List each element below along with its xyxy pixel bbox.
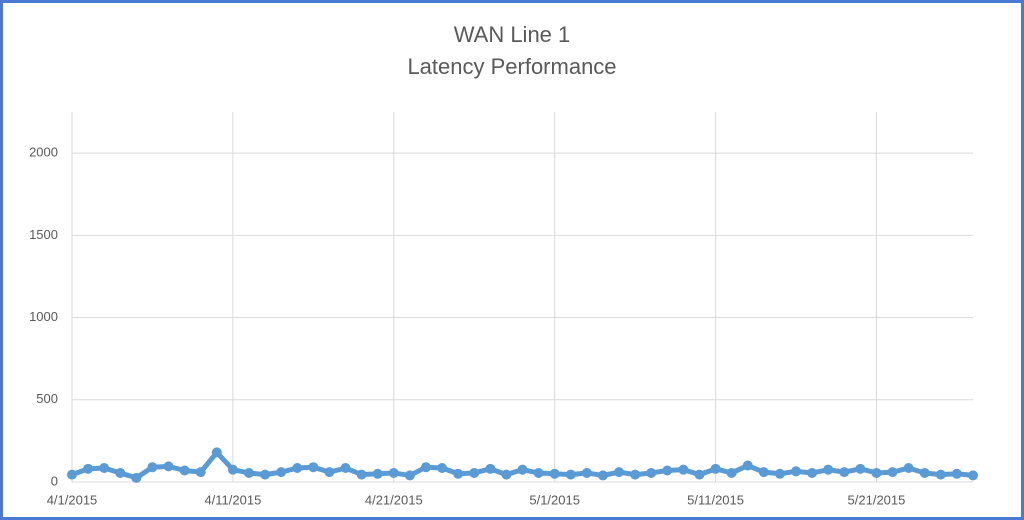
data-point — [485, 463, 496, 474]
data-point — [774, 468, 785, 479]
data-point — [839, 467, 850, 478]
data-point — [694, 469, 705, 480]
data-point — [115, 467, 126, 478]
x-tick-label: 4/21/2015 — [365, 492, 423, 507]
data-point — [179, 465, 190, 476]
chart-subtitle: Latency Performance — [407, 54, 616, 79]
x-tick-label: 5/21/2015 — [848, 492, 906, 507]
data-point — [388, 467, 399, 478]
data-point — [597, 470, 608, 481]
data-point — [855, 463, 866, 474]
y-tick-label: 1500 — [29, 227, 58, 242]
data-point — [565, 469, 576, 480]
data-point — [614, 467, 625, 478]
data-point — [726, 467, 737, 478]
data-point — [919, 467, 930, 478]
data-point — [951, 468, 962, 479]
data-point — [437, 463, 448, 474]
data-point — [807, 467, 818, 478]
data-point — [710, 463, 721, 474]
data-point — [276, 467, 287, 478]
data-point — [581, 467, 592, 478]
x-tick-label: 4/11/2015 — [204, 492, 261, 507]
data-point — [501, 469, 512, 480]
data-point — [372, 468, 383, 479]
data-point — [99, 463, 110, 474]
data-point — [420, 462, 431, 473]
data-point — [83, 463, 94, 474]
data-point — [469, 467, 480, 478]
data-point — [646, 467, 657, 478]
data-point — [260, 469, 271, 480]
y-tick-label: 1000 — [29, 309, 58, 324]
data-point — [678, 464, 689, 475]
data-point — [163, 461, 174, 472]
data-point — [67, 469, 77, 480]
data-point — [758, 467, 769, 478]
data-point — [742, 460, 753, 471]
data-point — [887, 467, 898, 478]
data-point — [903, 463, 914, 474]
data-point — [404, 470, 415, 481]
data-point — [147, 462, 158, 473]
x-tick-label: 5/11/2015 — [687, 492, 744, 507]
data-point — [195, 467, 206, 478]
data-point — [356, 469, 367, 480]
data-point — [227, 464, 238, 475]
data-point — [823, 464, 834, 475]
y-tick-label: 0 — [51, 473, 58, 488]
x-tick-label: 4/1/2015 — [47, 492, 98, 507]
data-point — [517, 464, 528, 475]
data-point — [533, 467, 544, 478]
data-point — [968, 470, 978, 481]
x-tick-label: 5/1/2015 — [529, 492, 580, 507]
data-point — [292, 463, 303, 474]
data-point — [243, 467, 254, 478]
y-tick-label: 500 — [36, 391, 58, 406]
data-point — [935, 469, 946, 480]
data-point — [324, 467, 335, 478]
data-point — [453, 468, 464, 479]
data-point — [340, 463, 351, 474]
data-point — [308, 462, 319, 473]
data-point — [211, 447, 222, 458]
chart-title: WAN Line 1 — [454, 22, 571, 47]
data-point — [549, 468, 560, 479]
data-point — [131, 472, 142, 483]
data-point — [791, 466, 802, 477]
data-point — [871, 467, 882, 478]
y-tick-label: 2000 — [29, 145, 58, 160]
data-point — [630, 469, 641, 480]
data-point — [662, 465, 673, 476]
